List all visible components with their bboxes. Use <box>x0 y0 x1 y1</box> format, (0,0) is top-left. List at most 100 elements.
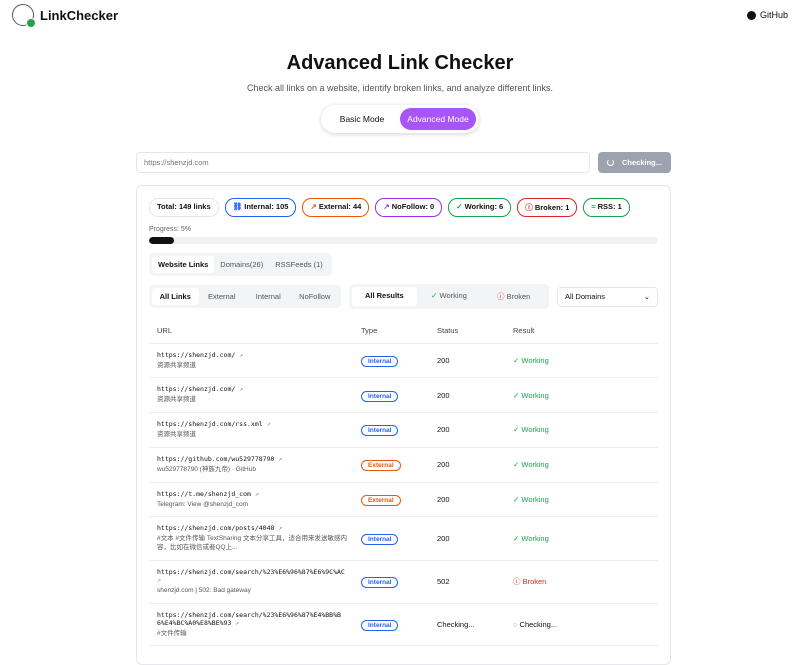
type-badge: Internal <box>361 390 399 402</box>
column-header: URL <box>149 319 353 344</box>
stat-badge-label: RSS: 1 <box>597 202 622 211</box>
link-icon: ⛓ <box>232 202 245 211</box>
result-filter-all-results[interactable]: All Results <box>352 287 417 306</box>
check-button-label: Checking... <box>621 158 662 167</box>
url-text: https://t.me/shenzjd_com <box>157 489 251 498</box>
link-url[interactable]: https://shenzjd.com/posts/4048 ↗ <box>157 524 347 532</box>
stat-badge[interactable]: ↗ External: 44 <box>302 198 370 217</box>
table-row: https://shenzjd.com/ ↗ 资源共享频道 Internal 200 ✓… <box>149 343 658 379</box>
progress-label: Progress: 5% <box>149 226 192 233</box>
check-circle-icon: ✓ <box>513 390 522 400</box>
stat-badge[interactable]: ⓘ Broken: 1 <box>517 198 578 217</box>
github-link[interactable]: GitHub <box>746 10 788 20</box>
status-code: 200 <box>429 447 505 483</box>
table-row: https://shenzjd.com/rss.xml ↗ 资源共享频道 Inter… <box>149 412 658 448</box>
domain-select[interactable]: All Domains ⌄ <box>557 286 658 307</box>
result-cell: ✓ Working <box>505 516 658 561</box>
spinner-icon <box>606 159 614 166</box>
link-filter-nofollow[interactable]: NoFollow <box>299 292 331 301</box>
url-text: https://shenzjd.com/search/%23%E6%96%87%… <box>157 567 345 576</box>
alert-circle-icon: ⓘ <box>497 292 507 301</box>
result-filter-label: Working <box>439 291 467 300</box>
result-filter-working[interactable]: ✓ Working <box>417 287 482 306</box>
external-link-icon[interactable]: ↗ <box>274 454 283 463</box>
link-filter-external[interactable]: External <box>207 292 236 301</box>
status-code: Checking... <box>429 603 505 647</box>
stat-badge-label: NoFollow: 0 <box>391 202 435 211</box>
type-cell: Internal <box>353 377 429 414</box>
status-code: 200 <box>429 516 505 561</box>
stat-badge[interactable]: ↗ NoFollow: 0 <box>375 198 443 217</box>
link-url[interactable]: https://t.me/shenzjd_com ↗ <box>157 490 347 498</box>
external-link-icon[interactable]: ↗ <box>231 618 240 627</box>
link-url[interactable]: https://shenzjd.com/ ↗ <box>157 385 347 393</box>
status-code: 200 <box>429 412 505 448</box>
table-row: https://t.me/shenzjd_com ↗ Telegram: View… <box>149 482 658 518</box>
rss-icon: ≈ <box>591 202 598 211</box>
type-badge: Internal <box>361 620 399 631</box>
url-text: https://shenzjd.com/ <box>157 350 236 359</box>
status-code: 200 <box>429 343 505 379</box>
stat-badge[interactable]: Total: 149 links <box>149 198 219 217</box>
result-cell: ✓ Working <box>505 482 658 518</box>
link-title: 资源共享频道 <box>157 431 196 439</box>
link-url[interactable]: https://shenzjd.com/ ↗ <box>157 351 347 359</box>
results-card: Total: 149 links ⛓ Internal: 105 ↗ Externa… <box>136 185 671 665</box>
external-link-icon[interactable]: ↗ <box>157 575 161 584</box>
tab-2[interactable]: RSSFeeds (1) <box>275 260 323 269</box>
result-filter-label: Broken <box>506 292 531 301</box>
result-label: Working <box>521 425 549 435</box>
link-filter-internal[interactable]: Internal <box>255 292 281 301</box>
table-row: https://shenzjd.com/posts/4048 ↗ #文本 #文件传… <box>149 516 658 561</box>
url-text: https://shenzjd.com/search/%23%E6%96%87%… <box>157 610 341 627</box>
result-cell: ✓ Working <box>505 412 658 448</box>
result-filter-broken[interactable]: ⓘ Broken <box>481 287 546 306</box>
link-title: #文件传输 <box>157 629 187 637</box>
type-badge: External <box>361 494 401 506</box>
url-cell: https://shenzjd.com/rss.xml ↗ 资源共享频道 <box>149 412 353 448</box>
brand-logo[interactable]: LinkChecker <box>12 4 119 28</box>
external-link-icon[interactable]: ↗ <box>235 350 244 359</box>
url-input[interactable] <box>136 152 590 173</box>
url-cell: https://t.me/shenzjd_com ↗ Telegram: View… <box>149 482 353 518</box>
stat-badge[interactable]: ⛓ Internal: 105 <box>224 198 297 217</box>
result-cell: ⓘ Broken <box>505 560 658 604</box>
stat-badge[interactable]: ≈ RSS: 1 <box>583 198 630 217</box>
status-code: 200 <box>429 377 505 414</box>
result-label: Checking... <box>519 620 558 629</box>
alert-circle-icon: ⓘ <box>525 203 535 212</box>
link-title: 资源共享频道 <box>157 361 196 369</box>
view-tabs: Website Links Domains(26) RSSFeeds (1) <box>149 253 332 276</box>
type-cell: Internal <box>353 603 429 647</box>
type-cell: External <box>353 482 429 518</box>
external-link-icon[interactable]: ↗ <box>274 524 283 533</box>
link-filter-all-links[interactable]: All Links <box>152 288 199 305</box>
link-url[interactable]: https://github.com/wu529778790 ↗ <box>157 455 347 463</box>
check-button[interactable]: Checking... <box>598 152 671 173</box>
link-title: wu529778790 (神族九帝) · GitHub <box>157 465 256 473</box>
link-type-filter: All Links External Internal NoFollow <box>149 285 341 308</box>
url-cell: https://shenzjd.com/search/%23%E6%96%87%… <box>149 560 353 604</box>
page-subtitle: Check all links on a website, identify b… <box>247 83 553 93</box>
external-link-icon[interactable]: ↗ <box>262 420 271 429</box>
external-link-icon[interactable]: ↗ <box>250 489 259 498</box>
link-url[interactable]: https://shenzjd.com/rss.xml ↗ <box>157 420 347 428</box>
link-url[interactable]: https://shenzjd.com/search/%23%E6%96%87%… <box>157 611 347 627</box>
type-cell: Internal <box>353 343 429 379</box>
brand-name: LinkChecker <box>40 7 119 23</box>
table-row: https://shenzjd.com/search/%23%E6%96%87%… <box>149 560 658 604</box>
check-circle-icon: ✓ <box>431 291 440 300</box>
mode-advanced-mode[interactable]: Advanced Mode <box>400 108 476 130</box>
type-badge: Internal <box>361 355 399 367</box>
external-link-icon[interactable]: ↗ <box>235 385 244 394</box>
stat-badge[interactable]: ✓ Working: 6 <box>448 198 512 217</box>
url-text: https://shenzjd.com/ <box>157 385 236 394</box>
link-url[interactable]: https://shenzjd.com/search/%23%E6%96%87%… <box>157 568 347 584</box>
result-cell: ◌ Checking... <box>505 603 658 647</box>
tab-0[interactable]: Website Links <box>152 256 215 273</box>
mode-basic-mode[interactable]: Basic Mode <box>339 114 385 124</box>
external-link-icon: ↗ <box>383 202 392 211</box>
link-title: Telegram: View @shenzjd_com <box>157 500 249 508</box>
link-title: shenzjd.com | 502: Bad gateway <box>157 586 251 594</box>
tab-1[interactable]: Domains(26) <box>220 260 264 269</box>
